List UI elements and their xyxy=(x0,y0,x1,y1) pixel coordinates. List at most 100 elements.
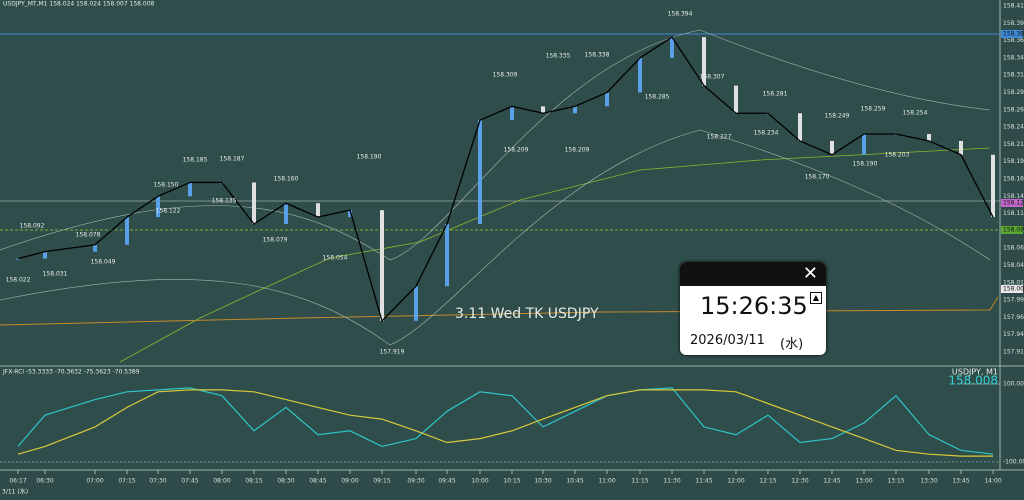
time-axis-label: 13:30 xyxy=(920,478,937,485)
price-annotation: 158.281 xyxy=(763,91,788,98)
candle xyxy=(445,223,449,287)
time-axis-label: 13:45 xyxy=(952,478,969,485)
price-annotation: 158.185 xyxy=(183,157,208,164)
candle xyxy=(798,113,802,141)
price-annotation: 158.234 xyxy=(754,130,779,137)
time-axis-label: 08:30 xyxy=(277,478,294,485)
price-annotation: 158.254 xyxy=(903,110,928,117)
price-axis-label: 158.015 xyxy=(1003,279,1024,286)
band-lower xyxy=(0,129,991,346)
price-axis-label: 158.390 xyxy=(1003,20,1024,27)
price-annotation: 158.187 xyxy=(220,156,245,163)
close-line xyxy=(17,36,994,323)
price-annotation: 158.150 xyxy=(154,182,179,189)
band-upper xyxy=(0,29,991,261)
candle xyxy=(862,134,866,155)
trend-line xyxy=(0,296,999,326)
clock-widget: ✕ 15:26:35 ▲ 2026/03/11 (水) xyxy=(680,262,826,355)
candle xyxy=(16,258,20,260)
date-label: 3/11 (水) xyxy=(2,488,28,496)
indicator-symbol: USDJPY, M1 xyxy=(952,368,998,377)
overlay-caption: 3.11 Wed TK USDJPY xyxy=(455,306,599,322)
candle xyxy=(43,251,47,259)
price-annotation: 158.190 xyxy=(853,161,878,168)
price-annotation: 158.022 xyxy=(6,277,31,284)
clock-titlebar: ✕ xyxy=(680,262,826,286)
price-tag-label: 158.122 xyxy=(1003,200,1024,207)
pin-icon[interactable]: ▲ xyxy=(810,292,822,304)
price-annotation: 158.259 xyxy=(861,106,886,113)
candle xyxy=(927,134,931,141)
indicator-level-label: -100.00 xyxy=(1003,459,1024,466)
time-axis-label: 10:15 xyxy=(503,478,520,485)
candle xyxy=(125,217,129,245)
time-axis-label: 08:15 xyxy=(245,478,262,485)
indicator-panel xyxy=(0,368,1000,468)
price-annotation: 158.135 xyxy=(212,198,237,205)
price-annotation: 158.338 xyxy=(585,52,610,59)
time-axis-label: 06:30 xyxy=(36,478,53,485)
close-button[interactable]: ✕ xyxy=(802,263,818,284)
price-annotation: 158.031 xyxy=(43,271,68,278)
price-axis-label: 158.340 xyxy=(1003,54,1024,61)
price-annotation: 158.394 xyxy=(668,11,693,18)
rci-line xyxy=(17,387,994,455)
price-annotation: 158.190 xyxy=(357,154,382,161)
price-axis-label: 158.190 xyxy=(1003,158,1024,165)
price-axis-label: 158.265 xyxy=(1003,106,1024,113)
candle xyxy=(316,203,320,218)
candle xyxy=(414,286,418,321)
time-axis-label: 13:15 xyxy=(887,478,904,485)
candle xyxy=(734,85,738,114)
candle xyxy=(284,203,288,224)
candle xyxy=(638,57,642,93)
rci-line xyxy=(17,389,993,457)
clock-time: 15:26:35 xyxy=(700,292,808,320)
time-axis-label: 09:00 xyxy=(341,478,358,485)
time-axis-label: 07:30 xyxy=(149,478,166,485)
price-annotation: 158.335 xyxy=(546,53,571,60)
price-axis-label: 158.290 xyxy=(1003,89,1024,96)
time-axis-label: 09:45 xyxy=(438,478,455,485)
price-annotation: 158.079 xyxy=(263,237,288,244)
price-tag-label: 158.091 xyxy=(1003,227,1024,234)
time-axis-label: 08:45 xyxy=(309,478,326,485)
price-axis-label: 158.365 xyxy=(1003,37,1024,44)
price-annotation: 158.209 xyxy=(565,147,590,154)
time-axis-label: 07:45 xyxy=(181,478,198,485)
price-axis-label: 158.040 xyxy=(1003,262,1024,269)
indicator-level-label: 100.00 xyxy=(1003,381,1024,388)
time-axis-label: 06:17 xyxy=(9,478,26,485)
price-axis-label: 158.415 xyxy=(1003,3,1024,10)
candle xyxy=(541,106,545,114)
time-axis-label: 11:30 xyxy=(663,478,680,485)
price-axis-label: 158.215 xyxy=(1003,141,1024,148)
time-axis-label: 10:45 xyxy=(566,478,583,485)
price-annotation: 158.307 xyxy=(700,74,725,81)
time-axis-label: 10:00 xyxy=(471,478,488,485)
price-tag-label: 158.381 xyxy=(1003,31,1024,38)
price-axis-label: 158.115 xyxy=(1003,210,1024,217)
price-annotation: 158.170 xyxy=(805,174,830,181)
candle xyxy=(959,140,963,155)
price-tag xyxy=(1001,226,1023,234)
candle xyxy=(478,120,482,224)
price-annotation: 158.285 xyxy=(645,94,670,101)
time-axis-label: 12:00 xyxy=(727,478,744,485)
price-annotation: 158.160 xyxy=(274,176,299,183)
candle xyxy=(670,37,674,58)
candle xyxy=(605,92,609,107)
price-axis-label: 157.915 xyxy=(1003,349,1024,356)
clock-weekday: (水) xyxy=(780,337,804,352)
chart-header: USDJPY_MT,M1 158.024 158.024 158.007 158… xyxy=(3,1,155,8)
time-axis-label: 11:15 xyxy=(631,478,648,485)
candle xyxy=(156,196,160,218)
time-axis-label: 12:30 xyxy=(791,478,808,485)
price-tag xyxy=(1001,199,1023,207)
price-annotation: 158.092 xyxy=(20,223,45,230)
candle xyxy=(93,244,97,252)
price-annotation: 158.249 xyxy=(825,113,850,120)
time-axis-label: 14:00 xyxy=(984,478,1001,485)
candle xyxy=(188,182,192,197)
